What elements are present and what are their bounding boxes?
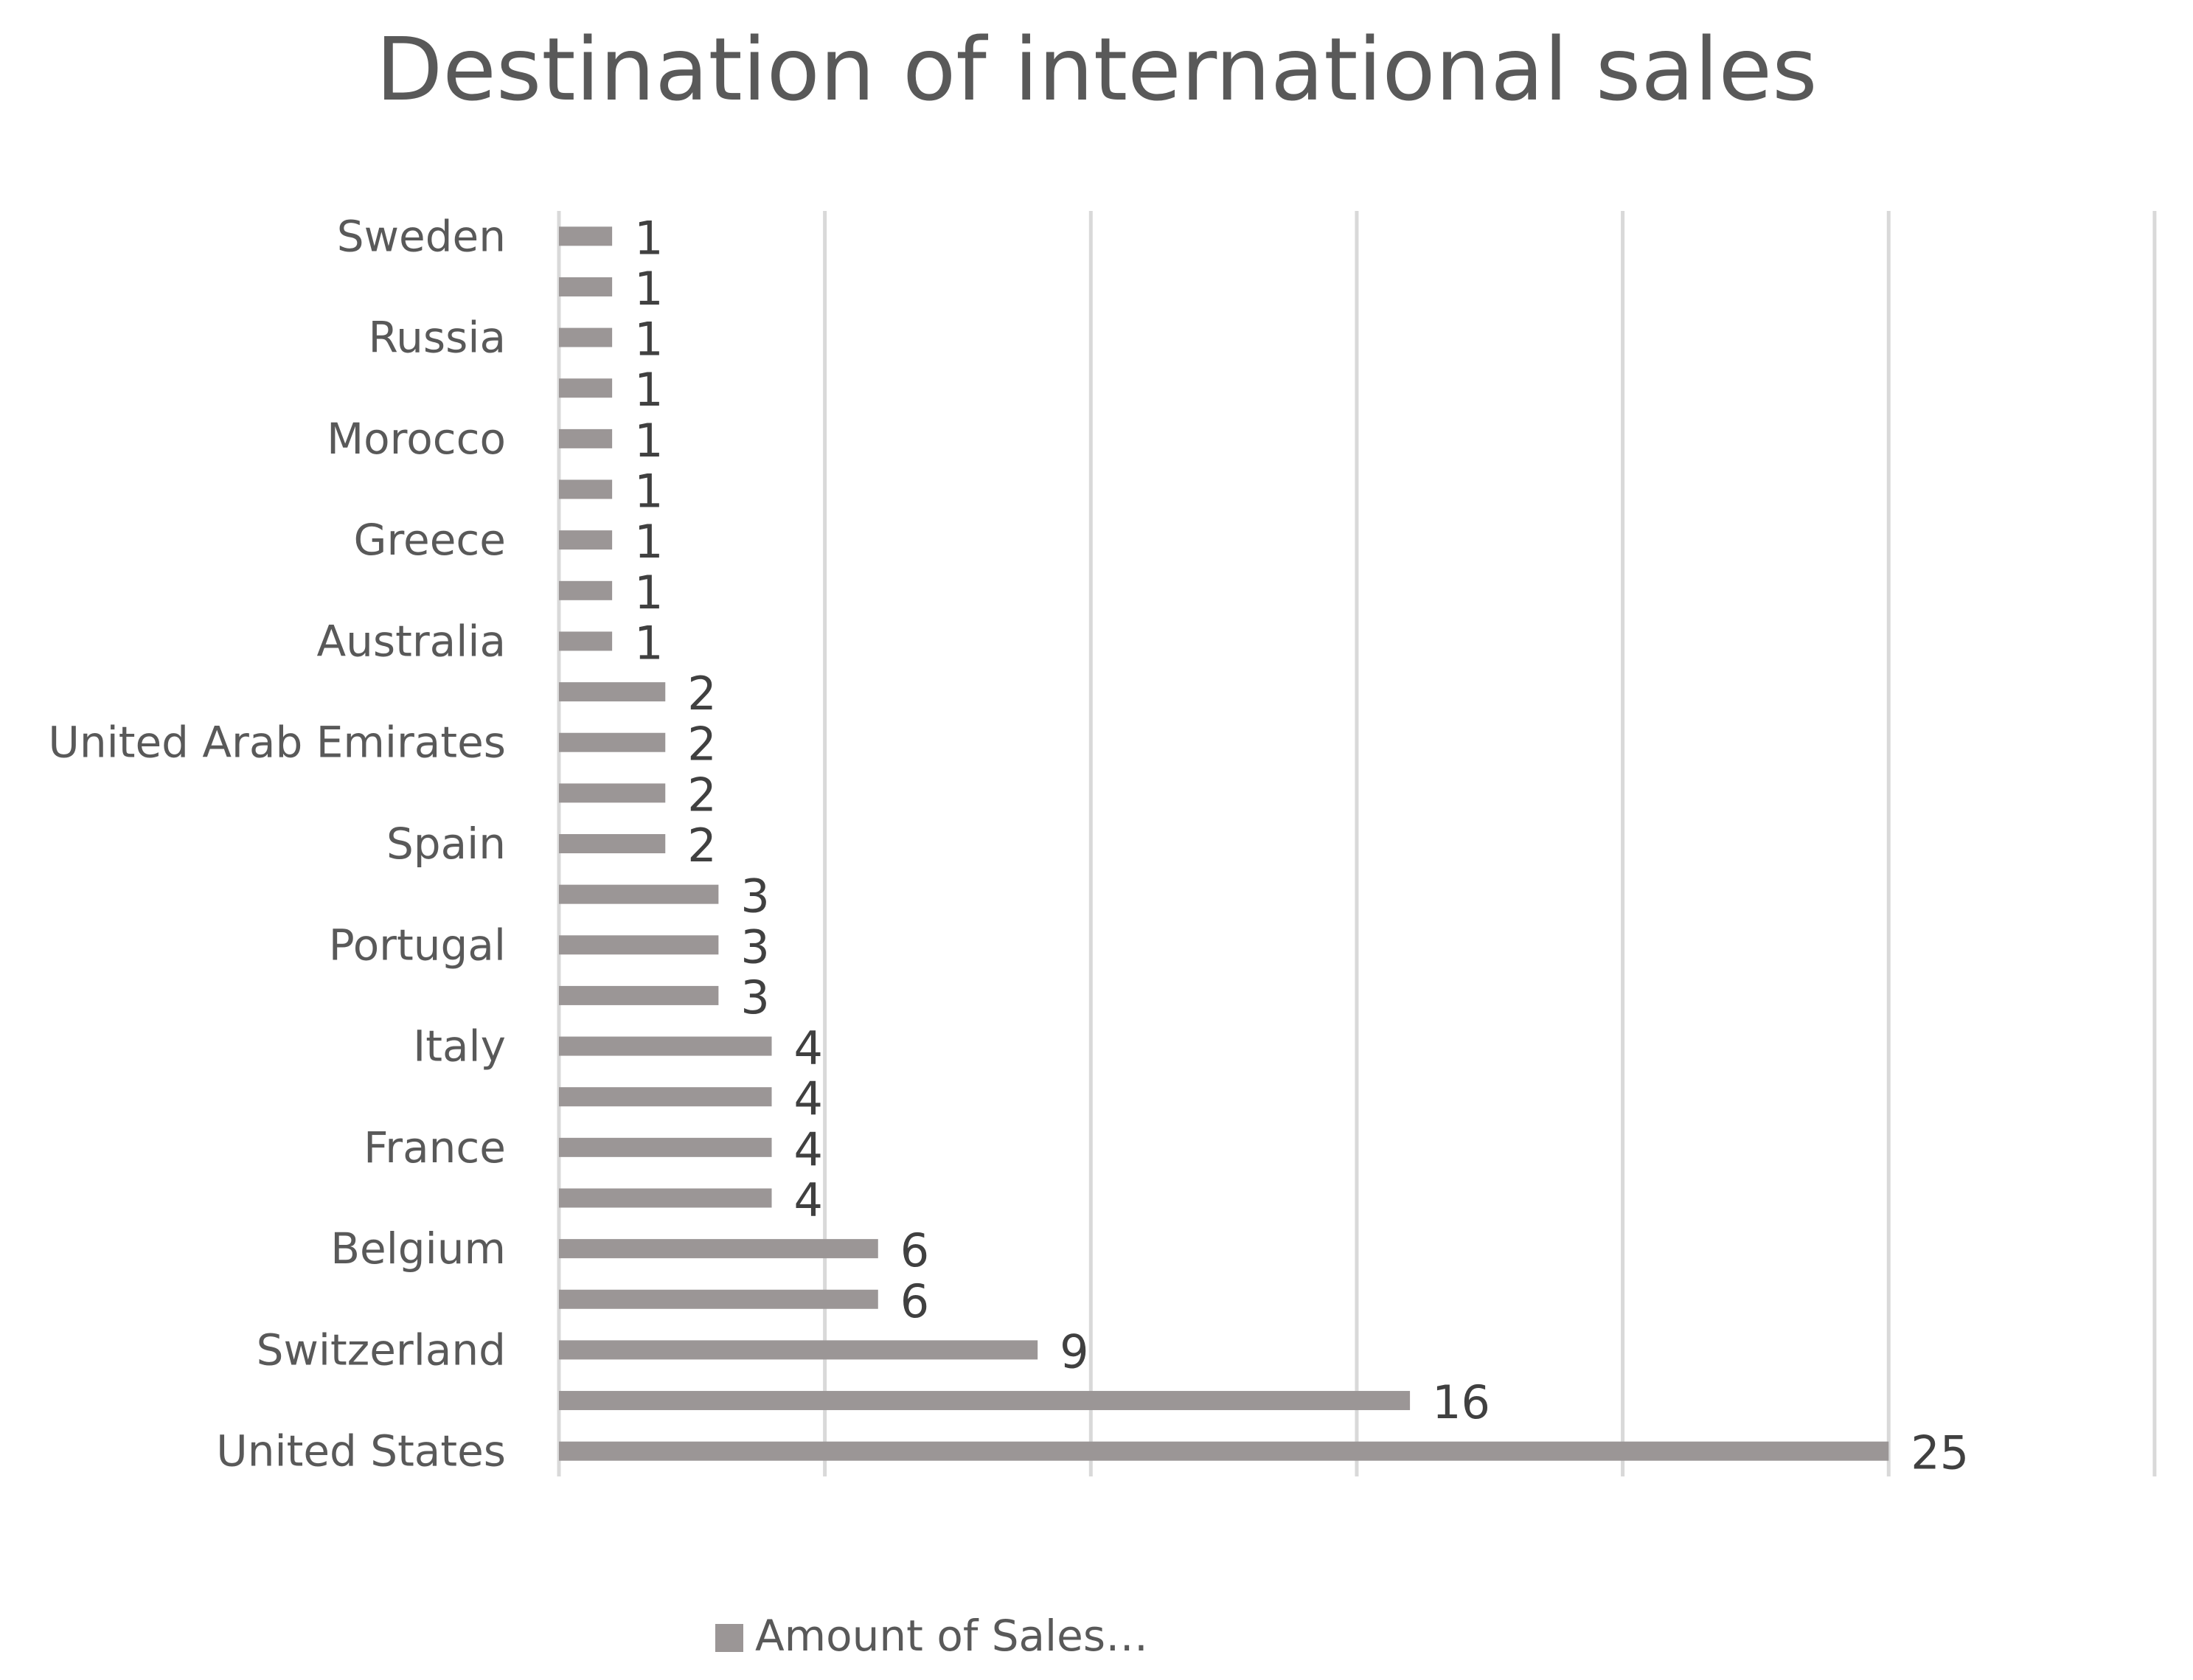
- data-label: 3: [740, 869, 769, 923]
- data-label: 4: [794, 1122, 823, 1176]
- legend: Amount of Sales…: [715, 1611, 1148, 1661]
- bar: [559, 530, 613, 550]
- category-tick-label: France: [364, 1122, 506, 1173]
- bar: [559, 1441, 1889, 1461]
- category-tick-label: United Arab Emirates: [48, 718, 506, 768]
- bars: [559, 226, 1889, 1461]
- bar: [559, 1289, 878, 1309]
- category-tick-label: Switzerland: [257, 1325, 506, 1375]
- data-label: 3: [740, 920, 769, 973]
- chart-title: Destination of international sales: [375, 18, 1817, 120]
- data-label: 6: [900, 1274, 929, 1328]
- category-tick-label: Spain: [386, 819, 506, 869]
- bar: [559, 1340, 1038, 1360]
- bar: [559, 1391, 1411, 1411]
- data-label: 1: [634, 465, 663, 518]
- bar: [559, 428, 613, 448]
- category-labels: United States Switzerland Belgium France Ita…: [48, 211, 506, 1476]
- bar: [559, 226, 613, 246]
- bar: [559, 580, 613, 600]
- bar: [559, 985, 719, 1005]
- data-label: 1: [634, 515, 663, 569]
- bar: [559, 277, 613, 296]
- bar: [559, 631, 613, 651]
- bar: [559, 884, 719, 904]
- category-tick-label: Sweden: [337, 211, 506, 261]
- data-label: 1: [634, 262, 663, 316]
- category-tick-label: Greece: [354, 515, 506, 565]
- data-label: 2: [687, 718, 716, 771]
- data-label: 1: [634, 616, 663, 670]
- bar: [559, 1036, 772, 1056]
- legend-label: Amount of Sales…: [755, 1611, 1148, 1661]
- data-label: 16: [1432, 1375, 1490, 1429]
- data-label: 2: [687, 819, 716, 872]
- data-label: 1: [634, 566, 663, 619]
- legend-swatch: [715, 1624, 743, 1652]
- bar: [559, 682, 666, 702]
- bar: [559, 1087, 772, 1107]
- category-tick-label: Belgium: [330, 1223, 506, 1274]
- data-label: 1: [634, 211, 663, 265]
- data-label: 9: [1060, 1325, 1088, 1378]
- data-label: 4: [794, 1021, 823, 1075]
- bar: [559, 935, 719, 955]
- data-label: 4: [794, 1072, 823, 1125]
- category-tick-label: Morocco: [327, 414, 506, 464]
- bar: [559, 1188, 772, 1208]
- category-tick-label: Australia: [316, 616, 506, 666]
- data-label: 2: [687, 667, 716, 721]
- bar: [559, 834, 666, 853]
- data-label: 25: [1911, 1426, 1969, 1480]
- bar: [559, 378, 613, 398]
- bar: [559, 783, 666, 803]
- category-tick-label: Italy: [413, 1021, 506, 1072]
- data-label: 1: [634, 313, 663, 367]
- data-label: 3: [740, 971, 769, 1024]
- category-tick-label: Portugal: [329, 920, 506, 970]
- category-tick-label: United States: [216, 1426, 506, 1476]
- data-label: 6: [900, 1223, 929, 1277]
- gridlines: [557, 211, 2157, 1476]
- bar: [559, 1239, 878, 1259]
- data-label: 1: [634, 363, 663, 417]
- category-tick-label: Russia: [368, 313, 506, 363]
- bar: [559, 327, 613, 347]
- bar: [559, 732, 666, 752]
- data-label: 1: [634, 414, 663, 468]
- bar: [559, 479, 613, 499]
- bar: [559, 1137, 772, 1157]
- data-label: 2: [687, 768, 716, 822]
- data-label: 4: [794, 1173, 823, 1226]
